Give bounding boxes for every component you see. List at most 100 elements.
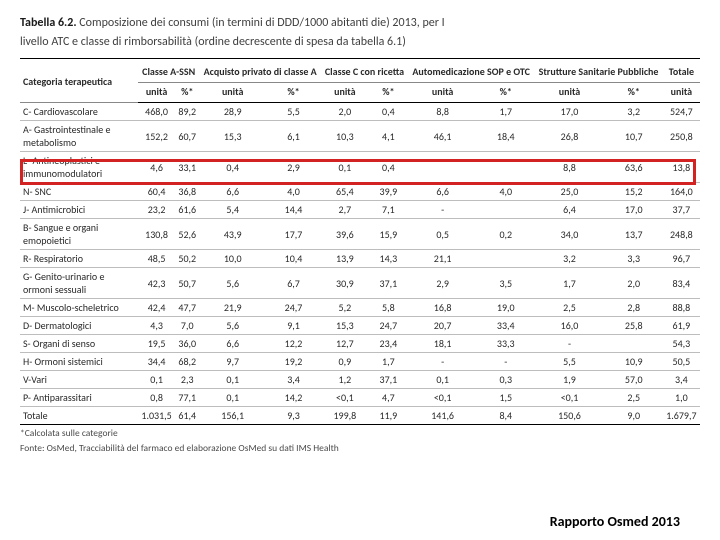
subcol-pct: %* bbox=[175, 83, 199, 103]
cell-value: 15,9 bbox=[369, 219, 408, 250]
cell-value: <0,1 bbox=[408, 389, 477, 407]
cell-value: 7,0 bbox=[175, 317, 199, 335]
cell-value: 50,7 bbox=[175, 268, 199, 299]
cell-value: 0,1 bbox=[321, 152, 369, 183]
cell-value: 6,7 bbox=[266, 268, 321, 299]
cell-value: 2,3 bbox=[175, 371, 199, 389]
cell-value: 43,9 bbox=[199, 219, 266, 250]
cell-value: 13,9 bbox=[321, 250, 369, 268]
cell-value: 25,8 bbox=[605, 317, 663, 335]
cell-category: G- Genito-urinario e ormoni sessuali bbox=[20, 268, 138, 299]
cell-value: 14,4 bbox=[266, 201, 321, 219]
cell-value: 65,4 bbox=[321, 183, 369, 201]
cell-value: 39,9 bbox=[369, 183, 408, 201]
cell-value: 50,5 bbox=[663, 353, 700, 371]
cell-value: 0,2 bbox=[477, 219, 534, 250]
col-group-0: Classe A-SSN bbox=[138, 59, 199, 83]
cell-value: 8,8 bbox=[534, 152, 604, 183]
cell-value: 19,0 bbox=[477, 299, 534, 317]
cell-value: 42,4 bbox=[138, 299, 175, 317]
cell-value: 3,2 bbox=[605, 103, 663, 121]
cell-value: 17,7 bbox=[266, 219, 321, 250]
cell-value: 130,8 bbox=[138, 219, 175, 250]
col-group-4: Strutture Sanitarie Pubbliche bbox=[534, 59, 662, 83]
cell-value: 10,9 bbox=[605, 353, 663, 371]
cell-category: V-Vari bbox=[20, 371, 138, 389]
cell-value: - bbox=[477, 353, 534, 371]
cell-value: 37,1 bbox=[369, 268, 408, 299]
cell-value: 16,0 bbox=[534, 317, 604, 335]
footnote-2: Fonte: OsMed, Tracciabilità del farmaco … bbox=[20, 443, 700, 455]
table-row: V-Vari0,12,30,13,41,237,10,10,31,957,03,… bbox=[20, 371, 700, 389]
cell-value: 17,0 bbox=[534, 103, 604, 121]
cell-value bbox=[408, 152, 477, 183]
cell-value: 4,7 bbox=[369, 389, 408, 407]
cell-value: 20,7 bbox=[408, 317, 477, 335]
cell-value: 39,6 bbox=[321, 219, 369, 250]
cell-value: 0,1 bbox=[199, 371, 266, 389]
cell-value: 524,7 bbox=[663, 103, 700, 121]
cell-value: 2,0 bbox=[605, 268, 663, 299]
cell-value: 28,9 bbox=[199, 103, 266, 121]
cell-value: 0,4 bbox=[369, 152, 408, 183]
cell-value: 3,4 bbox=[266, 371, 321, 389]
subcol-unit: unità bbox=[534, 83, 604, 103]
caption-label: Tabella 6.2. bbox=[20, 16, 77, 30]
cell-value: 468,0 bbox=[138, 103, 175, 121]
cell-value: 0,1 bbox=[138, 371, 175, 389]
cell-value bbox=[477, 201, 534, 219]
subcol-pct: %* bbox=[266, 83, 321, 103]
cell-category: C- Cardiovascolare bbox=[20, 103, 138, 121]
source-label: Rapporto Osmed 2013 bbox=[550, 513, 680, 530]
cell-value: 12,2 bbox=[266, 335, 321, 353]
subcol-pct: %* bbox=[605, 83, 663, 103]
cell-value: 34,0 bbox=[534, 219, 604, 250]
cell-value: 24,7 bbox=[369, 317, 408, 335]
cell-value: 15,2 bbox=[605, 183, 663, 201]
cell-value: 0,9 bbox=[321, 353, 369, 371]
cell-value: 5,6 bbox=[199, 317, 266, 335]
cell-value: 61,9 bbox=[663, 317, 700, 335]
table-row: R- Respiratorio48,550,210,010,413,914,32… bbox=[20, 250, 700, 268]
cell-value: 13,8 bbox=[663, 152, 700, 183]
cell-value: 5,5 bbox=[266, 103, 321, 121]
cell-category: R- Respiratorio bbox=[20, 250, 138, 268]
cell-value: 6,6 bbox=[199, 335, 266, 353]
cell-value: 0,3 bbox=[477, 371, 534, 389]
cell-value: 60,4 bbox=[138, 183, 175, 201]
cell-value: 3,2 bbox=[534, 250, 604, 268]
cell-category: D- Dermatologici bbox=[20, 317, 138, 335]
cell-value: 34,4 bbox=[138, 353, 175, 371]
cell-value: 23,4 bbox=[369, 335, 408, 353]
cell-value: 9,0 bbox=[605, 407, 663, 425]
cell-value: 0,5 bbox=[408, 219, 477, 250]
cell-value: 96,7 bbox=[663, 250, 700, 268]
subcol-unit: unità bbox=[408, 83, 477, 103]
cell-value: 248,8 bbox=[663, 219, 700, 250]
cell-value: 5,5 bbox=[534, 353, 604, 371]
col-group-5: Totale bbox=[663, 59, 700, 83]
cell-value: 63,6 bbox=[605, 152, 663, 183]
table-row: H- Ormoni sistemici34,468,29,719,20,91,7… bbox=[20, 353, 700, 371]
subcol-unit: unità bbox=[663, 83, 700, 103]
cell-value: 250,8 bbox=[663, 121, 700, 152]
cell-value: 88,8 bbox=[663, 299, 700, 317]
cell-value: 36,0 bbox=[175, 335, 199, 353]
cell-value: 21,9 bbox=[199, 299, 266, 317]
subcol-unit: unità bbox=[138, 83, 175, 103]
cell-value: - bbox=[408, 201, 477, 219]
cell-value: 17,0 bbox=[605, 201, 663, 219]
table-row: L- Antineoplastici e immunomodulatori4,6… bbox=[20, 152, 700, 183]
cell-value: 9,3 bbox=[266, 407, 321, 425]
cell-value: 5,4 bbox=[199, 201, 266, 219]
table-row: N- SNC60,436,86,64,065,439,96,64,025,015… bbox=[20, 183, 700, 201]
cell-value: 10,4 bbox=[266, 250, 321, 268]
cell-value: 21,1 bbox=[408, 250, 477, 268]
cell-value: 36,8 bbox=[175, 183, 199, 201]
cell-value: 152,2 bbox=[138, 121, 175, 152]
cell-value: 23,2 bbox=[138, 201, 175, 219]
cell-category: Totale bbox=[20, 407, 138, 425]
cell-value: 14,2 bbox=[266, 389, 321, 407]
caption-text-1: Composizione dei consumi (in termini di … bbox=[77, 16, 445, 30]
cell-value: 14,3 bbox=[369, 250, 408, 268]
